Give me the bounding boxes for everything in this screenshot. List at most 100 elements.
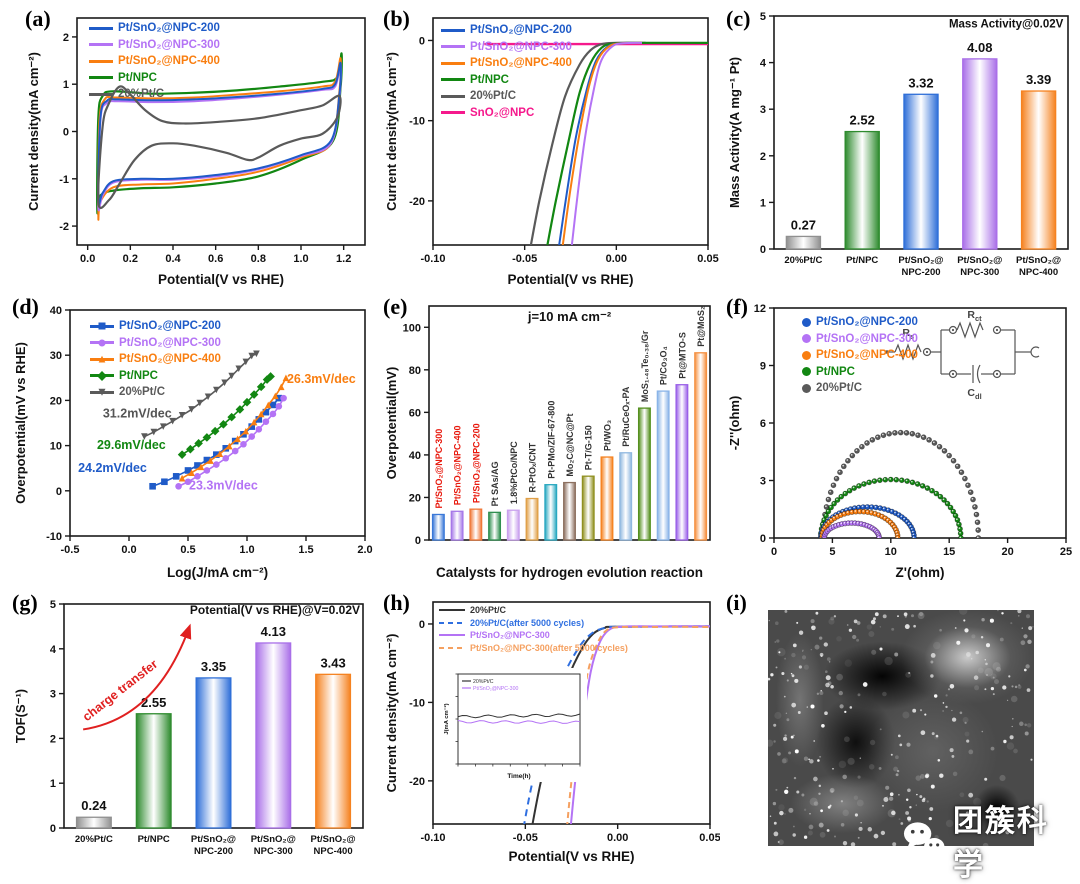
legend-item: 20%Pt/C bbox=[802, 380, 918, 397]
bar bbox=[525, 497, 539, 541]
nyquist-dot bbox=[975, 535, 982, 538]
legend-label: 20%Pt/C bbox=[816, 382, 863, 394]
legend-swatch bbox=[89, 26, 113, 30]
y-tick-label: 4 bbox=[50, 644, 57, 656]
legend-label: Pt/NPC bbox=[470, 73, 509, 86]
legend-item: Pt/SnO₂@NPC-200 bbox=[441, 22, 572, 39]
legend-item: Pt/SnO₂@NPC-400 bbox=[89, 53, 220, 70]
nyquist-dot bbox=[909, 479, 916, 486]
chart-tof: 0 1 2 3 4 5 TOF(S⁻¹) 0.24 20%Pt/C 2.55 Pt/NPC 3.35 P… bbox=[13, 599, 364, 857]
y-tick-label: 2 bbox=[63, 32, 69, 44]
nyquist-dot bbox=[975, 527, 982, 533]
y-tick-label: -10 bbox=[409, 697, 425, 709]
bar-category-label: NPC-400 bbox=[314, 846, 353, 857]
nyquist-dot bbox=[854, 448, 860, 454]
y-tick-label: 2 bbox=[50, 733, 56, 745]
nyquist-dot bbox=[972, 504, 978, 510]
nyquist-dot bbox=[937, 493, 944, 500]
legend-item: Pt/NPC bbox=[89, 70, 220, 87]
bar-category-label: Pt/NPC bbox=[846, 255, 878, 266]
bar-category-label: Pt/SnO₂@ bbox=[957, 255, 1002, 266]
bar-value-label: 0.27 bbox=[791, 217, 816, 232]
legend-swatch bbox=[89, 59, 113, 63]
x-axis-label: Log(J/mA cm⁻²) bbox=[167, 565, 268, 580]
nyquist-dot bbox=[897, 429, 904, 436]
nyquist-dot bbox=[825, 496, 832, 503]
bar-category-label: Pt/SnO₂@ bbox=[311, 834, 356, 845]
x-tick-label: 0.6 bbox=[208, 253, 223, 265]
y-tick-label: 20 bbox=[409, 492, 421, 504]
x-axis-label: Potential(V vs RHE) bbox=[158, 272, 284, 287]
bar bbox=[962, 58, 998, 250]
tem-image bbox=[768, 610, 1034, 846]
circuit-label-rct: R bbox=[967, 309, 975, 321]
legend-swatch bbox=[441, 78, 465, 82]
y-tick-label: 40 bbox=[409, 450, 421, 462]
series-Pt/SnO2@NPC-200 bbox=[97, 61, 342, 206]
nyquist-dot bbox=[936, 443, 943, 450]
legend-label: 20%Pt/C bbox=[470, 605, 507, 615]
bar bbox=[544, 484, 558, 541]
legend-label: Pt/SnO₂@NPC-400 bbox=[118, 55, 220, 67]
x-tick-label: 1.2 bbox=[336, 253, 351, 265]
bar bbox=[1020, 90, 1057, 250]
legend-swatch bbox=[802, 350, 811, 360]
bar-category-label: Pt-PMo/ZIF-67-800 bbox=[546, 401, 556, 479]
bar-category-label: Pt/SnO₂@NPC-200 bbox=[471, 423, 481, 503]
nyquist-dot bbox=[944, 500, 951, 507]
y-tick-label: 5 bbox=[760, 11, 766, 23]
bar-category-label: NPC-300 bbox=[960, 267, 999, 278]
wechat-icon bbox=[903, 822, 945, 860]
annotation: 29.6mV/dec bbox=[97, 438, 166, 452]
legend-swatch bbox=[89, 43, 113, 47]
legend-label: Pt/SnO₂@NPC-300 bbox=[816, 332, 918, 345]
y-tick-label: 3 bbox=[760, 476, 766, 488]
y-tick-label: -1 bbox=[59, 174, 69, 186]
bar-category-label: Pt/SnO₂@ bbox=[191, 834, 236, 845]
nyquist-dot bbox=[914, 481, 921, 487]
legend-h: 20%Pt/C 20%Pt/C(after 5000 cycles) Pt/SnO₂… bbox=[439, 604, 628, 654]
nyquist-dot bbox=[887, 476, 894, 483]
y-tick-label: 2 bbox=[760, 151, 766, 163]
bar bbox=[785, 235, 822, 250]
nyquist-dot bbox=[837, 469, 843, 476]
x-tick-label: 0.05 bbox=[697, 253, 718, 265]
legend-item: 20%Pt/C bbox=[89, 86, 220, 103]
panel-letter-a: (a) bbox=[25, 6, 51, 31]
bar bbox=[619, 452, 633, 541]
nyquist-dot bbox=[954, 463, 961, 470]
x-tick-label: 0.8 bbox=[251, 253, 266, 265]
y-tick-label: 0 bbox=[415, 535, 421, 547]
legend-swatch bbox=[89, 92, 113, 96]
annotation: 26.3mV/dec bbox=[287, 372, 356, 386]
nyquist-dot bbox=[876, 477, 883, 484]
bar bbox=[75, 816, 112, 829]
legend-label: Pt/NPC bbox=[118, 71, 157, 84]
y-tick-label: -10 bbox=[46, 531, 62, 543]
inset-legend-label: Pt/SnO₂@NPC-300 bbox=[473, 686, 518, 692]
nyquist-dot bbox=[898, 477, 905, 484]
y-tick-label: 10 bbox=[50, 441, 62, 453]
nyquist-dot bbox=[950, 457, 957, 464]
legend-swatch bbox=[90, 388, 114, 396]
y-tick-label: 40 bbox=[50, 305, 62, 317]
x-tick-label: 1.5 bbox=[298, 544, 313, 556]
bar-category-label: Pt/SnO₂@ bbox=[898, 255, 943, 266]
nyquist-dot bbox=[861, 481, 867, 487]
circuit-label-rct-sub: ct bbox=[975, 314, 982, 323]
nyquist-dot bbox=[864, 440, 870, 446]
series-Pt/SnO2@NPC-300 bbox=[570, 41, 643, 245]
series-20%Pt/C bbox=[97, 85, 342, 209]
y-tick-label: -20 bbox=[409, 776, 425, 788]
x-tick-label: 0.2 bbox=[123, 253, 138, 265]
legend-label: Pt/SnO₂@NPC-200 bbox=[119, 320, 221, 332]
nyquist-dot bbox=[958, 535, 964, 538]
y-tick-label: 4 bbox=[760, 58, 767, 70]
y-tick-label: 20 bbox=[50, 395, 62, 407]
x-tick-label: 25 bbox=[1060, 546, 1072, 558]
legend-swatch bbox=[439, 634, 465, 637]
inset-x-label: Time(h) bbox=[507, 773, 530, 780]
legend-item: Pt/SnO₂@NPC-300 bbox=[441, 39, 572, 56]
nyquist-dot bbox=[827, 489, 834, 496]
